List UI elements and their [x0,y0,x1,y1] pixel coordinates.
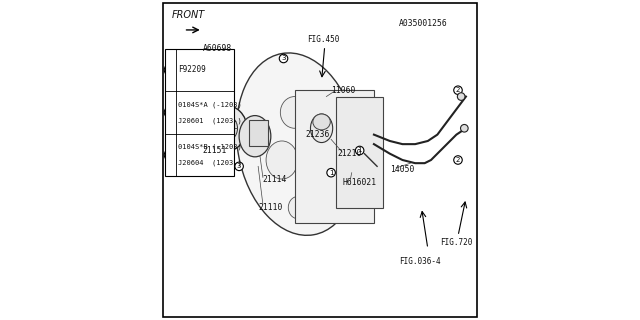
Text: 1: 1 [168,65,173,75]
Circle shape [209,114,237,142]
Text: 3: 3 [168,150,173,159]
Text: 2: 2 [168,108,173,117]
Text: 11060: 11060 [331,86,355,95]
Ellipse shape [236,53,359,235]
Circle shape [200,105,247,152]
Bar [294,90,374,223]
Circle shape [458,93,465,100]
Text: 21114: 21114 [263,174,287,184]
Text: 21236: 21236 [306,130,330,139]
Text: FIG.450: FIG.450 [307,35,339,44]
Text: A035001256: A035001256 [399,19,448,28]
Text: FRONT: FRONT [172,11,205,20]
Text: 1: 1 [357,148,362,154]
Text: 1: 1 [329,170,333,176]
Text: 0104S*A (-1203): 0104S*A (-1203) [178,101,242,108]
Ellipse shape [310,114,333,142]
Ellipse shape [266,141,298,179]
Text: J20604  (1203-): J20604 (1203-) [178,160,242,166]
Ellipse shape [313,114,330,130]
Circle shape [218,123,229,134]
Ellipse shape [239,116,271,157]
Ellipse shape [280,97,309,128]
Bar [248,120,268,146]
Bar [336,97,383,208]
Text: 0104S*B (-1203): 0104S*B (-1203) [178,144,242,150]
Bar [164,49,234,176]
Text: 2: 2 [456,87,460,93]
Ellipse shape [288,196,307,219]
Ellipse shape [307,162,333,190]
Text: 2: 2 [456,157,460,163]
Text: 21110: 21110 [258,203,282,212]
Circle shape [461,124,468,132]
Ellipse shape [324,116,347,141]
Text: FIG.720: FIG.720 [440,238,472,247]
Text: F92209: F92209 [178,65,206,75]
Text: FIG.036-4: FIG.036-4 [399,257,441,266]
Text: 14050: 14050 [390,165,414,174]
Text: 3: 3 [281,55,286,61]
Text: A60698: A60698 [203,44,232,53]
Text: 3: 3 [237,163,241,169]
Text: J20601  (1203-): J20601 (1203-) [178,117,242,124]
Text: 21210: 21210 [337,149,362,158]
Text: 21151: 21151 [203,146,227,155]
Text: H616021: H616021 [342,178,376,187]
